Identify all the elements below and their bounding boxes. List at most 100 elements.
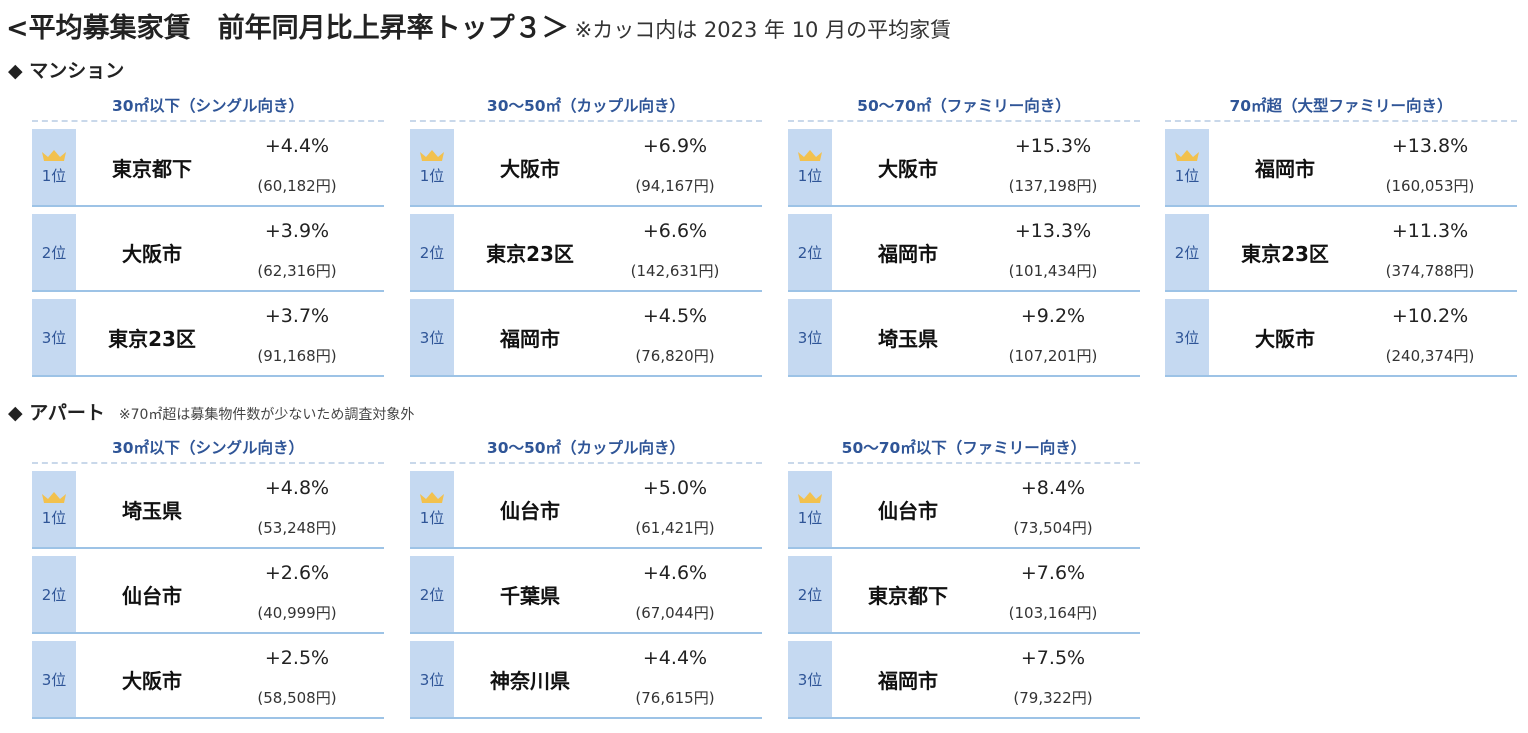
average-rent: (76,615円)	[635, 689, 715, 707]
ranking-row: 3位 埼玉県 +9.2% (107,201円)	[788, 299, 1140, 377]
increase-rate: +11.3%	[1391, 220, 1469, 242]
rank-label: 3位	[419, 670, 445, 689]
area-name: 埼玉県	[122, 498, 182, 523]
area-name: 大阪市	[1255, 326, 1315, 351]
average-rent: (79,322円)	[1013, 689, 1093, 707]
area-name: 福岡市	[878, 241, 938, 266]
crown-icon	[42, 491, 66, 503]
rank-label: 2位	[797, 243, 823, 262]
rank-cell: 1位	[410, 471, 454, 547]
area-name: 大阪市	[122, 668, 182, 693]
increase-rate: +10.2%	[1391, 305, 1469, 327]
average-rent: (137,198円)	[1008, 177, 1098, 195]
ranking-group: 30～50㎡（カップル向き） 1位 仙台市 +5.0% (61,421円) 2位 千葉県 +4…	[410, 434, 762, 726]
average-rent: (67,044円)	[635, 604, 715, 622]
rank-cell: 1位	[788, 129, 832, 205]
increase-rate: +8.4%	[1020, 477, 1086, 499]
ranking-group: 50～70㎡（ファミリー向き） 1位 大阪市 +15.3% (137,198円) 2位 福岡…	[788, 92, 1140, 384]
rank-cell: 3位	[788, 299, 832, 375]
area-name: 東京23区	[486, 241, 574, 266]
increase-rate: +4.4%	[642, 647, 708, 669]
area-name: 東京都下	[112, 156, 192, 181]
crown-icon	[42, 149, 66, 161]
ranking-row: 1位 福岡市 +13.8% (160,053円)	[1165, 129, 1517, 207]
ranking-row: 2位 東京23区 +6.6% (142,631円)	[410, 214, 762, 292]
increase-rate: +4.4%	[264, 135, 330, 157]
average-rent: (374,788円)	[1385, 262, 1475, 280]
section-heading-apart: ◆ アパート ※70㎡超は募集物件数が少ないため調査対象外	[8, 398, 414, 425]
crown-icon	[798, 149, 822, 161]
increase-rate: +7.6%	[1020, 562, 1086, 584]
crown-icon	[798, 491, 822, 503]
section-sub-note: ※70㎡超は募集物件数が少ないため調査対象外	[118, 407, 415, 423]
ranking-rows: 1位 埼玉県 +4.8% (53,248円) 2位 仙台市 +2.6% (40,999円) 3位…	[32, 471, 384, 719]
ranking-row: 2位 千葉県 +4.6% (67,044円)	[410, 556, 762, 634]
ranking-row: 2位 東京23区 +11.3% (374,788円)	[1165, 214, 1517, 292]
increase-rate: +6.9%	[642, 135, 708, 157]
area-name: 福岡市	[500, 326, 560, 351]
rank-cell: 2位	[410, 556, 454, 632]
rank-label: 1位	[419, 508, 445, 527]
rank-label: 1位	[797, 166, 823, 185]
increase-rate: +4.5%	[642, 305, 708, 327]
rank-cell: 1位	[410, 129, 454, 205]
average-rent: (142,631円)	[630, 262, 720, 280]
average-rent: (94,167円)	[635, 177, 715, 195]
rank-cell: 3位	[32, 299, 76, 375]
average-rent: (103,164円)	[1008, 604, 1098, 622]
ranking-rows: 1位 大阪市 +15.3% (137,198円) 2位 福岡市 +13.3% (101,434…	[788, 129, 1140, 377]
ranking-row: 3位 福岡市 +4.5% (76,820円)	[410, 299, 762, 377]
area-name: 仙台市	[122, 583, 182, 608]
rank-label: 1位	[41, 508, 67, 527]
ranking-row: 3位 福岡市 +7.5% (79,322円)	[788, 641, 1140, 719]
rank-label: 1位	[797, 508, 823, 527]
rank-cell: 3位	[410, 299, 454, 375]
ranking-row: 2位 仙台市 +2.6% (40,999円)	[32, 556, 384, 634]
rank-cell: 3位	[1165, 299, 1209, 375]
ranking-rows: 1位 福岡市 +13.8% (160,053円) 2位 東京23区 +11.3% (374,7…	[1165, 129, 1517, 377]
increase-rate: +13.8%	[1391, 135, 1469, 157]
rank-label: 2位	[419, 585, 445, 604]
ranking-row: 2位 東京都下 +7.6% (103,164円)	[788, 556, 1140, 634]
increase-rate: +3.7%	[264, 305, 330, 327]
rank-cell: 2位	[1165, 214, 1209, 290]
crown-icon	[420, 149, 444, 161]
rank-label: 2位	[419, 243, 445, 262]
page-title: <平均募集家賃 前年同月比上昇率トップ３＞ ※カッコ内は 2023 年 10 月…	[6, 6, 951, 44]
ranking-row: 3位 神奈川県 +4.4% (76,615円)	[410, 641, 762, 719]
increase-rate: +4.6%	[642, 562, 708, 584]
rank-cell: 1位	[788, 471, 832, 547]
rank-label: 1位	[41, 166, 67, 185]
rank-cell: 1位	[32, 471, 76, 547]
rank-label: 3位	[1174, 328, 1200, 347]
average-rent: (61,421円)	[635, 519, 715, 537]
rank-cell: 2位	[32, 214, 76, 290]
ranking-row: 1位 東京都下 +4.4% (60,182円)	[32, 129, 384, 207]
increase-rate: +2.6%	[264, 562, 330, 584]
rank-cell: 1位	[32, 129, 76, 205]
ranking-group: 30～50㎡（カップル向き） 1位 大阪市 +6.9% (94,167円) 2位 東京23区…	[410, 92, 762, 384]
area-name: 東京23区	[1241, 241, 1329, 266]
average-rent: (40,999円)	[257, 604, 337, 622]
increase-rate: +4.8%	[264, 477, 330, 499]
rank-label: 2位	[797, 585, 823, 604]
average-rent: (76,820円)	[635, 347, 715, 365]
average-rent: (91,168円)	[257, 347, 337, 365]
area-name: 仙台市	[500, 498, 560, 523]
average-rent: (60,182円)	[257, 177, 337, 195]
rank-label: 2位	[1174, 243, 1200, 262]
average-rent: (160,053円)	[1385, 177, 1475, 195]
ranking-row: 2位 大阪市 +3.9% (62,316円)	[32, 214, 384, 292]
area-name: 福岡市	[1255, 156, 1315, 181]
area-name: 仙台市	[878, 498, 938, 523]
ranking-group: 70㎡超（大型ファミリー向き） 1位 福岡市 +13.8% (160,053円) 2位 東京…	[1165, 92, 1517, 384]
ranking-group: 30㎡以下（シングル向き） 1位 埼玉県 +4.8% (53,248円) 2位 仙台市 +2.…	[32, 434, 384, 726]
rank-cell: 2位	[32, 556, 76, 632]
group-title: 30㎡以下（シングル向き）	[32, 434, 384, 464]
group-title: 70㎡超（大型ファミリー向き）	[1165, 92, 1517, 122]
area-name: 埼玉県	[878, 326, 938, 351]
ranking-rows: 1位 大阪市 +6.9% (94,167円) 2位 東京23区 +6.6% (142,631円…	[410, 129, 762, 377]
rank-label: 3位	[419, 328, 445, 347]
average-rent: (53,248円)	[257, 519, 337, 537]
rank-cell: 2位	[788, 556, 832, 632]
